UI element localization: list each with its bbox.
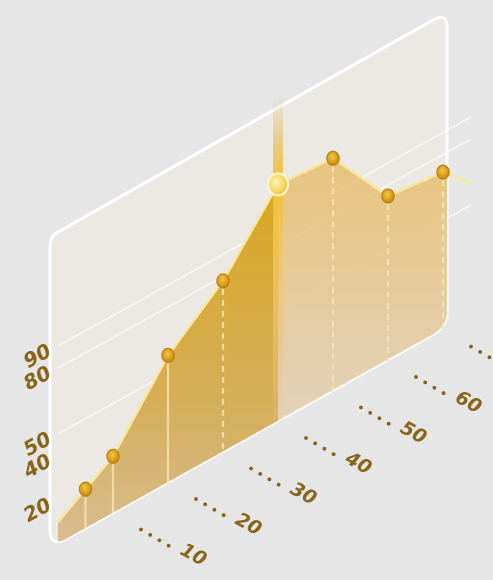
- x-tick-label: 60: [452, 386, 486, 418]
- x-tick-dot: [331, 452, 336, 457]
- x-tick-dot: [469, 344, 473, 349]
- x-tick-dot: [313, 441, 318, 446]
- x-tick-dot: [166, 543, 171, 548]
- x-tick-dot: [212, 507, 217, 512]
- x-tick-dot: [157, 538, 162, 543]
- series-path: [57, 157, 471, 523]
- x-tick-dot: [249, 466, 253, 471]
- x-tick-dot: [258, 472, 263, 476]
- data-point: [106, 448, 120, 464]
- area-fill-right: [278, 158, 447, 422]
- data-point: [78, 481, 93, 497]
- series-line: [57, 157, 471, 523]
- x-tick-dot: [368, 411, 373, 415]
- data-point: [381, 188, 395, 204]
- x-tick-dot: [221, 513, 226, 518]
- x-tick-dot: [377, 416, 382, 421]
- x-tick-dot: [276, 482, 281, 487]
- data-point: [161, 347, 175, 363]
- x-tick-label: 10: [177, 539, 211, 571]
- x-tick-dot: [432, 385, 437, 390]
- x-tick-dot: [414, 375, 418, 379]
- x-tick-dot: [423, 380, 428, 385]
- x-tick-label: 20: [232, 508, 266, 540]
- x-tick-dot: [267, 477, 272, 482]
- x-tick-dot: [304, 436, 308, 440]
- x-tick-label: 50: [397, 417, 431, 449]
- x-tick-label: 30: [287, 478, 321, 510]
- x-tick-label: 40: [341, 447, 376, 480]
- x-tick-dot: [441, 391, 446, 396]
- x-tick-dot: [148, 533, 153, 537]
- series-markers: [78, 150, 450, 497]
- x-tick-dot: [194, 497, 198, 501]
- highlight-marker: [267, 172, 289, 197]
- x-tick-dot: [359, 405, 363, 410]
- x-tick-dot: [139, 527, 143, 532]
- x-tick-dot: [478, 350, 483, 354]
- x-tick-dot: [386, 421, 391, 426]
- x-tick-dot: [203, 502, 208, 507]
- highlight-beam: [273, 96, 283, 422]
- drop-lines: [84, 166, 445, 529]
- x-tick-dot: [322, 446, 327, 451]
- data-point: [436, 164, 450, 180]
- highlight-beam-bar: [273, 96, 283, 422]
- data-point: [326, 150, 340, 166]
- data-point: [216, 273, 230, 289]
- x-tick-dot: [487, 355, 492, 360]
